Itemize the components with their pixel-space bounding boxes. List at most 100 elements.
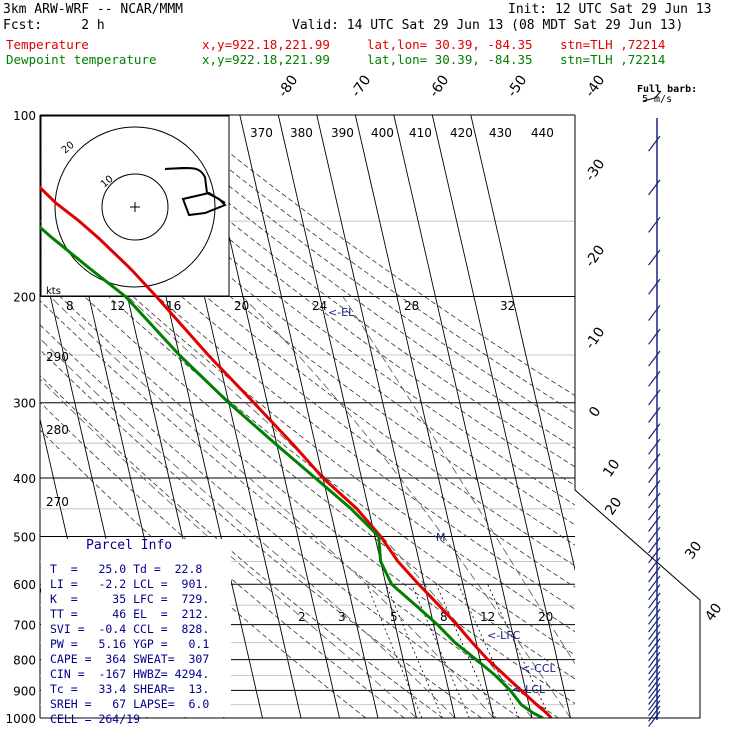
wind-barb <box>648 249 661 266</box>
pressure-tick-label: 1000 <box>5 712 36 726</box>
parcel-info-panel: Parcel Info T = 25.0 Td = 22.8 LI = -2.2… <box>48 538 233 738</box>
dewpoint-legend-label: Dewpoint temperature <box>6 52 157 67</box>
isotherm <box>393 115 533 718</box>
isotherm <box>277 115 417 718</box>
moist-adiabat <box>40 337 456 718</box>
wind-barb <box>648 389 661 406</box>
wind-barb <box>648 638 661 655</box>
temperature-tick-label: -40 <box>582 72 608 100</box>
temperature-tick-label: 40 <box>702 601 725 625</box>
dry-adiabat <box>40 349 482 718</box>
mixing-ratio-label: 12 <box>480 610 495 624</box>
temperature-tick-label: -10 <box>582 324 608 352</box>
wind-barb <box>648 328 661 345</box>
mixing-ratio-label: 24 <box>312 299 327 313</box>
wind-barb <box>648 566 661 583</box>
wind-barb <box>648 480 661 497</box>
temperature-tick-label: -70 <box>348 72 374 100</box>
dry-adiabat <box>40 169 575 588</box>
dewpoint-trace <box>40 225 544 718</box>
wind-barb <box>648 608 661 625</box>
wind-barb <box>648 645 661 662</box>
pressure-tick-label: 200 <box>13 291 36 305</box>
parcel-row: PW = 5.16 YGP = 0.1 <box>50 637 210 651</box>
theta-label: 370 <box>250 126 273 140</box>
parcel-row: TT = 46 EL = 212. <box>50 607 210 621</box>
mixing-ratio-label: 5 <box>390 610 398 624</box>
pressure-tick-label: 100 <box>13 109 36 123</box>
wind-barb <box>648 688 661 705</box>
theta-label: 420 <box>450 126 473 140</box>
wind-barb <box>648 694 661 711</box>
moist-adiabat <box>242 296 571 718</box>
wind-barb <box>648 135 661 152</box>
dewpoint-station: stn=TLH ,72214 <box>560 52 666 67</box>
pressure-tick-label: 900 <box>13 684 36 698</box>
wind-barb <box>648 677 661 694</box>
plot-outer-boundary <box>40 115 701 719</box>
temperature-xy: x,y=922.18,221.99 <box>202 37 330 52</box>
wind-barb <box>648 406 661 423</box>
isotherm <box>470 115 575 572</box>
mixing-ratio-label: 12 <box>110 299 125 313</box>
level-annotation: <-LFC <box>487 629 521 642</box>
wind-barb <box>648 658 661 675</box>
pressure-tick-label: 400 <box>13 472 36 486</box>
wind-barb <box>648 664 661 681</box>
mixing-ratio-label: 8 <box>66 299 74 313</box>
parcel-row: CAPE = 364 SWEAT= 307 <box>50 652 210 666</box>
hodograph-ring-inner <box>101 173 169 241</box>
dry-adiabat <box>62 115 575 506</box>
dewpoint-latlon: lat,lon= 30.39, -84.35 <box>367 52 533 67</box>
init-time: Init: 12 UTC Sat 29 Jun 13 <box>508 2 712 17</box>
parcel-info-backdrop <box>41 539 231 717</box>
parcel-row: SREH = 67 LAPSE= 6.0 <box>50 697 210 711</box>
mixing-ratio-line <box>435 584 496 718</box>
moist-adiabat <box>342 296 575 665</box>
temperature-tick-label: -50 <box>504 72 530 100</box>
parcel-row: CIN = -167 HWBZ= 4294. <box>50 667 210 681</box>
dry-adiabat <box>181 115 575 397</box>
temperature-tick-label: 0 <box>586 404 604 420</box>
wind-barb <box>648 700 661 717</box>
forecast-hour: Fcst: 2 h <box>3 18 105 33</box>
wind-barb <box>648 592 661 609</box>
dry-adiabat <box>42 115 575 526</box>
wind-barb <box>648 453 661 470</box>
theta-label: 410 <box>409 126 432 140</box>
parcel-row: SVI = -0.4 CCL = 828. <box>50 622 210 636</box>
mixing-ratio-label: 2 <box>298 610 306 624</box>
temperature-tick-label: -30 <box>582 156 608 184</box>
mixing-ratio-label: 20 <box>538 610 553 624</box>
wind-barb <box>648 705 661 722</box>
hodograph-ring-outer <box>54 126 216 288</box>
parcel-row: LI = -2.2 LCL = 901. <box>50 577 210 591</box>
parcel-info-title: Parcel Info <box>86 538 173 553</box>
temperature-tick-label: 30 <box>682 539 705 563</box>
dewpoint-xy: x,y=922.18,221.99 <box>202 52 330 67</box>
wind-barb <box>648 631 661 648</box>
mixing-ratio-label: 3 <box>338 610 346 624</box>
dry-adiabat <box>40 232 575 656</box>
mixing-ratio-label: 28 <box>404 299 419 313</box>
wind-barb <box>648 304 661 321</box>
theta-label: 430 <box>489 126 512 140</box>
wind-barb <box>648 600 661 617</box>
wind-barb <box>648 278 661 295</box>
dry-adiabat <box>101 115 575 468</box>
pressure-tick-label: 700 <box>13 619 36 633</box>
dry-adiabat <box>40 150 575 567</box>
temperature-tick-label: -60 <box>426 72 452 100</box>
theta-label: 400 <box>371 126 394 140</box>
level-annotation: M <box>436 531 446 544</box>
full-barb-units: 5 m/s <box>642 94 673 105</box>
wind-barb <box>648 537 661 554</box>
wind-barb <box>648 623 661 640</box>
mixing-ratio-line <box>487 584 551 718</box>
theta-label: 440 <box>531 126 554 140</box>
theta-label: 290 <box>46 350 69 364</box>
dry-adiabat <box>161 115 575 414</box>
temperature-station: stn=TLH ,72214 <box>560 37 666 52</box>
wind-barb <box>648 492 661 509</box>
wind-barb <box>648 438 661 455</box>
